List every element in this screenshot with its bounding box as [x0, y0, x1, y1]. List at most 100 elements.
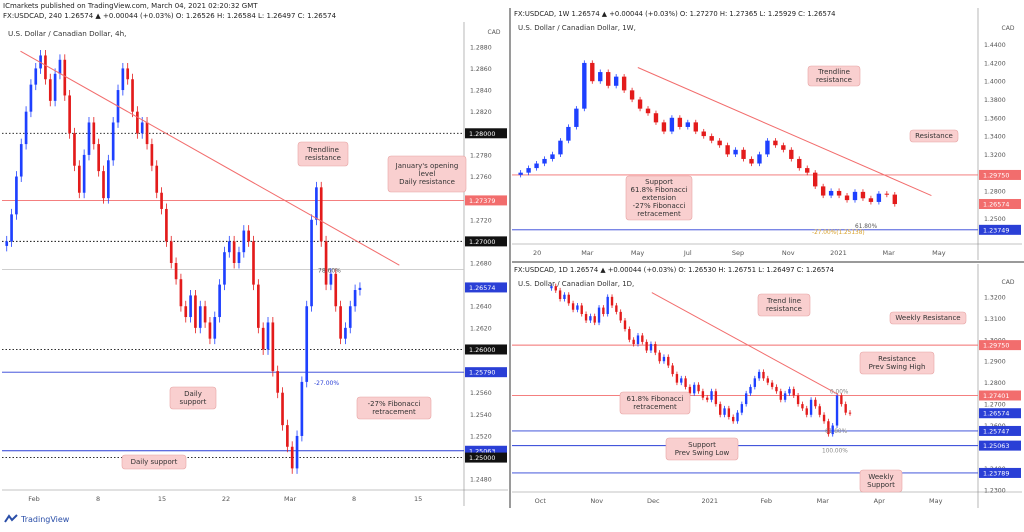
x-tick-label: 20: [533, 249, 541, 257]
price-tag-bg: [465, 128, 507, 139]
w1-currency: CAD: [1002, 25, 1015, 32]
h4-fib78-label: 78.60%: [318, 267, 341, 274]
d1-trendline-annotation-text: Trend line resistance: [766, 297, 802, 313]
candle-body: [621, 76, 627, 91]
candle-body: [169, 241, 173, 263]
candle-body: [649, 344, 653, 351]
tradingview-footer[interactable]: TradingView: [4, 514, 69, 524]
candle-body: [534, 163, 539, 169]
d1-trendline-annotation: Trend line resistance: [757, 293, 811, 317]
d1-weekly-support-annotation: Weekly Support: [859, 469, 903, 493]
x-tick-label: Oct: [535, 497, 547, 505]
price-tag: 1.26574: [979, 198, 1021, 209]
candle-body: [661, 122, 667, 132]
y-tick-label: 1.3800: [984, 97, 1006, 104]
candle-body: [606, 296, 609, 315]
candle-body: [835, 395, 839, 426]
price-tag: 1.27379: [465, 195, 507, 206]
price-tag-label: 1.26574: [469, 284, 495, 292]
price-tag: 1.25790: [465, 367, 507, 378]
d1-fib618-annotation: 61.8% Fibonacci retracement: [619, 391, 691, 415]
h4-chart-panel[interactable]: 1.24801.25201.25401.25601.25801.26201.26…: [2, 22, 508, 506]
h4-opening-level-annotation: January's opening level Daily resistance: [387, 155, 467, 193]
candle-body: [709, 136, 714, 141]
price-axis: [464, 22, 508, 506]
h4-trendline-annotation-box: [297, 141, 349, 167]
price-tag: 1.26574: [465, 282, 507, 293]
candle-body: [813, 172, 818, 187]
d1-fib618-annotation-box: [619, 391, 691, 415]
w1-support-annotation: Support 61.8% Fibonacci extension -27% Fibo…: [625, 175, 693, 221]
candle-body: [550, 286, 553, 289]
candle-body: [145, 122, 149, 145]
y-tick-label: 1.2680: [470, 261, 492, 268]
candle-body: [198, 306, 202, 328]
candle-body: [218, 284, 221, 318]
price-tag-label: 1.27379: [469, 197, 495, 205]
candle-body: [805, 408, 808, 415]
candle-body: [775, 386, 778, 392]
y-tick-label: 1.2800: [984, 380, 1006, 387]
candle-body: [194, 295, 197, 328]
d1-chart[interactable]: 1.23001.24001.25001.26001.27001.28001.29…: [512, 264, 1022, 508]
x-tick-label: Mar: [817, 497, 830, 505]
price-tag-label: 1.29750: [983, 342, 1009, 350]
w1-symbol-line: FX:USDCAD, 1W 1.26574 ▲ +0.00044 (+0.03%…: [514, 10, 836, 18]
candle-body: [731, 416, 735, 422]
d1-weekly-resistance-annotation-text: Weekly Resistance: [895, 314, 960, 322]
candle-body: [766, 378, 769, 383]
candle-body: [783, 393, 787, 400]
y-tick-label: 1.2500: [984, 216, 1006, 223]
h4-daily-support-2-annotation-box: [121, 454, 187, 470]
candle-body: [801, 404, 804, 409]
candle-body: [344, 327, 347, 339]
x-tick-label: Sep: [732, 249, 744, 257]
y-tick-label: 1.4200: [984, 60, 1006, 67]
candle-body: [667, 356, 670, 366]
y-tick-label: 1.3200: [984, 152, 1006, 159]
y-tick-label: 1.2300: [984, 487, 1006, 494]
x-tick-label: 2021: [701, 497, 718, 505]
chart-header: ICmarkets published on TradingView.com, …: [0, 0, 1024, 22]
candle-body: [710, 391, 713, 400]
x-tick-label: 15: [414, 495, 422, 503]
candle-body: [266, 322, 270, 350]
x-tick-label: Jul: [683, 249, 692, 257]
candle-body: [44, 55, 47, 80]
w1-chart[interactable]: 1.25001.28001.30001.32001.34001.36001.38…: [512, 8, 1022, 260]
candle-body: [770, 382, 774, 387]
candle-body: [613, 76, 619, 86]
price-tag-bg: [465, 236, 507, 247]
candle-body: [740, 404, 744, 413]
candle-body: [685, 122, 691, 127]
candle-body: [884, 193, 890, 195]
candle-body: [753, 378, 757, 387]
h4-trendline-annotation-text: Trendline resistance: [305, 146, 341, 162]
trendline: [20, 50, 400, 266]
candle-body: [736, 412, 739, 422]
candle-body: [727, 408, 731, 417]
y-tick-label: 1.3200: [984, 294, 1006, 301]
d1-chart-panel[interactable]: 1.23001.24001.25001.26001.27001.28001.29…: [512, 264, 1022, 508]
candle-body: [744, 393, 748, 405]
trendline: [651, 292, 839, 395]
candle-body: [844, 195, 850, 201]
footer-brand: TradingView: [21, 514, 70, 524]
candle-body: [827, 421, 830, 435]
candle-body: [213, 317, 217, 339]
d1-weekly-resistance-annotation: Weekly Resistance: [889, 311, 967, 325]
w1-chart-panel[interactable]: 1.25001.28001.30001.32001.34001.36001.38…: [512, 8, 1022, 260]
candle-body: [597, 307, 601, 323]
d1-fib100-label: 100.00%: [822, 449, 848, 455]
candle-body: [602, 307, 605, 315]
price-tag-bg: [979, 224, 1021, 235]
panel-divider-horizontal[interactable]: [512, 261, 1024, 263]
panel-divider-vertical[interactable]: [509, 8, 511, 508]
w1-support-annotation-text: Support 61.8% Fibonacci extension -27% Fibo…: [630, 178, 687, 218]
h4-chart[interactable]: 1.24801.25201.25401.25601.25801.26201.26…: [2, 22, 508, 506]
d1-resistance-swing-annotation-box: [859, 351, 935, 375]
price-tag-label: 1.26574: [983, 200, 1009, 208]
tradingview-logo-icon: [4, 514, 18, 523]
candle-body: [300, 381, 304, 436]
price-tag-label: 1.27401: [983, 392, 1009, 400]
